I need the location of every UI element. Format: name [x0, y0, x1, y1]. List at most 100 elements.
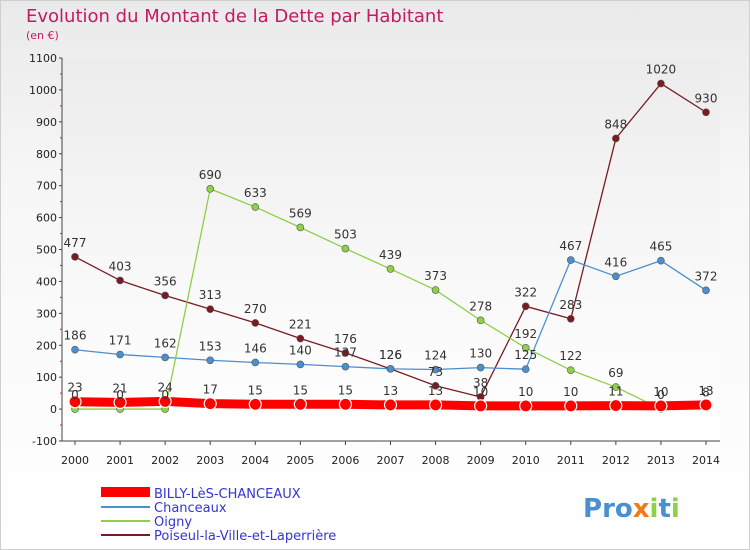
- data-label: 322: [514, 285, 537, 299]
- data-label: 0: [161, 388, 169, 402]
- data-label: 13: [383, 384, 398, 398]
- data-point-3: [657, 79, 665, 88]
- y-tick-label: 700: [36, 180, 57, 193]
- data-label: 126: [379, 348, 402, 362]
- data-label: 403: [109, 259, 132, 273]
- data-point-1: [116, 350, 124, 359]
- data-label: 313: [199, 288, 222, 302]
- legend-label: Poiseul-la-Ville-et-Laperrière: [154, 529, 336, 544]
- legend-label: Oigny: [154, 515, 192, 530]
- legend-label: Chanceaux: [154, 501, 227, 516]
- data-label: 15: [293, 383, 308, 397]
- data-point-0: [699, 398, 713, 412]
- data-point-3: [431, 381, 440, 390]
- x-tick-label: 2000: [61, 454, 89, 467]
- chart-title: Evolution du Montant de la Dette par Hab…: [26, 6, 443, 27]
- data-label: 848: [604, 117, 627, 131]
- x-tick-label: 2014: [692, 454, 720, 467]
- data-label: 186: [64, 329, 87, 343]
- data-label: 124: [424, 349, 447, 363]
- data-point-3: [612, 134, 620, 143]
- data-label: 503: [334, 228, 357, 242]
- data-point-1: [206, 356, 215, 365]
- data-label: 23: [67, 381, 82, 395]
- data-labels: 4774033563132702211761267338322283848102…: [64, 63, 718, 403]
- data-point-0: [293, 397, 307, 411]
- data-point-3: [566, 314, 575, 323]
- data-point-0: [474, 399, 488, 413]
- data-label: 221: [289, 318, 312, 332]
- y-tick-label: 200: [36, 339, 57, 352]
- data-point-2: [386, 265, 395, 273]
- data-label: 0: [71, 388, 79, 402]
- data-label: 15: [338, 383, 353, 397]
- x-tick-label: 2008: [422, 454, 450, 467]
- data-label: 38: [473, 376, 488, 390]
- y-tick-label: 1100: [29, 52, 57, 65]
- data-point-0: [248, 397, 262, 411]
- data-label: 10: [473, 385, 488, 399]
- data-label: 122: [559, 349, 582, 363]
- data-label: 15: [248, 383, 263, 397]
- y-tick-label: 400: [36, 275, 57, 288]
- data-point-0: [338, 397, 353, 411]
- logo-letter: x: [633, 494, 650, 524]
- data-point-0: [654, 399, 668, 413]
- data-point-2: [612, 383, 620, 391]
- data-point-0: [158, 394, 172, 409]
- data-label: 125: [514, 348, 537, 362]
- data-label: 17: [203, 383, 218, 397]
- logo-letter: t: [658, 494, 670, 524]
- data-label: 439: [379, 248, 402, 262]
- data-point-3: [702, 108, 710, 117]
- x-tick-label: 2001: [106, 454, 134, 467]
- data-label: 1020: [646, 63, 677, 77]
- data-label: 373: [424, 269, 447, 283]
- logo-text: Proxiti: [583, 494, 680, 524]
- x-tick-label: 2009: [467, 454, 495, 467]
- y-tick-label: 100: [36, 371, 57, 384]
- x-tick-label: 2002: [151, 454, 179, 467]
- data-point-3: [341, 349, 350, 357]
- x-tick-label: 2012: [602, 454, 630, 467]
- data-label: 372: [695, 269, 718, 283]
- data-point-1: [161, 353, 169, 362]
- data-label: 0: [116, 388, 124, 402]
- data-label: 11: [608, 385, 623, 399]
- x-tick-label: 2011: [557, 454, 585, 467]
- data-label: 690: [199, 168, 222, 182]
- data-point-1: [341, 362, 350, 371]
- data-label: 10: [653, 385, 668, 399]
- data-point-3: [296, 334, 305, 343]
- data-point-2: [206, 185, 215, 193]
- series-points: [68, 79, 713, 413]
- data-label: 137: [334, 346, 357, 360]
- data-label: 146: [244, 341, 267, 355]
- data-point-0: [519, 399, 533, 413]
- data-label: 10: [563, 385, 578, 399]
- data-point-3: [206, 305, 215, 313]
- data-label: 278: [469, 299, 492, 313]
- data-label: 13: [698, 384, 713, 398]
- y-tick-label: 600: [36, 212, 57, 225]
- data-point-0: [428, 398, 443, 412]
- data-label: 569: [289, 206, 312, 220]
- data-point-0: [203, 397, 217, 411]
- data-point-1: [476, 363, 485, 372]
- data-point-3: [251, 319, 260, 327]
- axes: -100010020030040050060070080090010001100…: [29, 52, 720, 467]
- x-tick-label: 2007: [377, 454, 405, 467]
- legend-label: BILLY-LèS-CHANCEAUX: [154, 487, 301, 502]
- data-point-1: [296, 360, 305, 369]
- data-point-2: [341, 244, 350, 253]
- data-label: 356: [154, 274, 177, 288]
- data-label: 416: [604, 255, 627, 269]
- data-point-0: [609, 398, 623, 413]
- data-point-2: [521, 344, 530, 352]
- logo-letter: r: [602, 494, 615, 524]
- data-label: 73: [428, 365, 443, 379]
- legend: BILLY-LèS-CHANCEAUXChanceauxOignyPoiseul…: [101, 487, 336, 544]
- y-tick-label: 0: [50, 403, 57, 416]
- data-label: 171: [109, 334, 132, 348]
- data-point-3: [71, 253, 79, 261]
